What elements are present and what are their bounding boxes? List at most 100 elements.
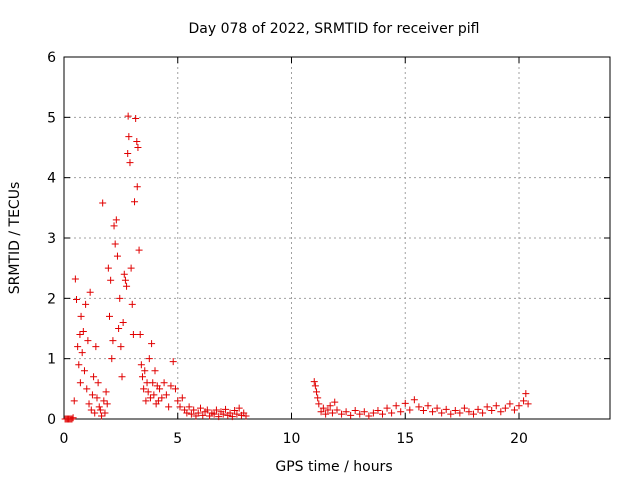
data-point xyxy=(479,409,487,417)
data-point xyxy=(406,406,414,414)
data-point xyxy=(199,411,207,419)
data-point xyxy=(379,410,386,418)
data-point xyxy=(328,409,336,417)
data-point xyxy=(86,288,94,296)
data-point xyxy=(124,112,132,120)
point-layer xyxy=(61,112,532,423)
data-point xyxy=(112,216,120,224)
data-point xyxy=(116,294,124,302)
data-point xyxy=(324,406,332,414)
data-point xyxy=(388,409,396,417)
data-point xyxy=(110,222,118,230)
data-point xyxy=(142,397,150,405)
data-point xyxy=(415,403,423,411)
data-point xyxy=(107,276,115,284)
data-point xyxy=(118,373,126,381)
data-point xyxy=(76,331,84,339)
data-point xyxy=(117,343,125,351)
data-point xyxy=(102,388,110,396)
data-point xyxy=(506,400,514,408)
data-point xyxy=(151,367,159,375)
data-point xyxy=(310,378,318,386)
grid-layer xyxy=(64,57,610,419)
data-point xyxy=(212,406,220,414)
data-point xyxy=(429,408,437,416)
data-point xyxy=(158,394,166,402)
data-point xyxy=(93,394,101,402)
data-point xyxy=(132,115,140,123)
data-point xyxy=(125,133,133,141)
data-point xyxy=(131,198,139,206)
data-point xyxy=(169,358,177,366)
data-point xyxy=(233,410,241,418)
chart-title: Day 078 of 2022, SRMTID for receiver pif… xyxy=(188,21,479,37)
data-point xyxy=(134,144,142,151)
data-point xyxy=(183,409,191,417)
data-point xyxy=(87,406,95,414)
y-tick-label: 5 xyxy=(47,110,56,126)
data-point xyxy=(96,406,104,414)
data-point xyxy=(133,183,141,191)
data-point xyxy=(342,408,350,416)
data-point xyxy=(160,379,168,387)
data-point xyxy=(187,410,195,418)
data-point xyxy=(242,412,250,420)
data-point xyxy=(226,409,234,417)
data-point xyxy=(190,406,198,414)
data-point xyxy=(515,402,523,410)
data-point xyxy=(365,412,373,420)
data-point xyxy=(397,408,405,416)
data-point xyxy=(138,373,146,381)
data-point xyxy=(456,409,464,417)
data-point xyxy=(360,408,368,416)
data-point xyxy=(374,407,382,415)
y-tick-label: 2 xyxy=(47,291,56,307)
data-point xyxy=(79,328,87,336)
data-point xyxy=(492,402,500,410)
data-point xyxy=(401,399,409,407)
data-point xyxy=(156,385,164,393)
data-point xyxy=(83,385,91,393)
data-point xyxy=(140,385,148,393)
data-point xyxy=(80,367,88,375)
data-point xyxy=(121,276,129,284)
data-point xyxy=(465,408,473,416)
data-point xyxy=(203,406,211,414)
x-tick-label: 20 xyxy=(510,431,528,447)
data-point xyxy=(129,331,137,339)
data-point xyxy=(100,397,108,405)
data-point xyxy=(99,199,107,207)
data-point xyxy=(82,300,90,308)
y-tick-label: 4 xyxy=(47,171,56,187)
data-point xyxy=(128,300,136,308)
data-point xyxy=(483,403,491,411)
data-point xyxy=(77,312,85,320)
data-point xyxy=(70,397,78,405)
data-point xyxy=(488,407,496,415)
data-point xyxy=(126,159,134,167)
data-point xyxy=(326,402,334,410)
data-point xyxy=(145,355,153,363)
data-point xyxy=(76,379,84,387)
data-point xyxy=(311,382,319,390)
data-point xyxy=(419,407,427,415)
data-point xyxy=(369,409,377,417)
data-point xyxy=(113,252,121,260)
y-tick-label: 1 xyxy=(47,352,56,368)
data-point xyxy=(174,397,182,405)
data-point xyxy=(317,408,325,416)
data-point xyxy=(333,406,341,414)
data-point xyxy=(94,379,102,387)
data-point xyxy=(185,403,193,411)
data-point xyxy=(91,409,99,417)
data-point xyxy=(228,413,236,421)
data-point xyxy=(315,400,323,408)
x-axis-label: GPS time / hours xyxy=(275,459,392,475)
x-tick-label: 15 xyxy=(396,431,414,447)
data-point xyxy=(78,349,86,357)
data-point xyxy=(90,373,98,381)
y-tick-label: 0 xyxy=(47,412,56,428)
data-point xyxy=(73,296,81,304)
data-point xyxy=(127,264,135,272)
